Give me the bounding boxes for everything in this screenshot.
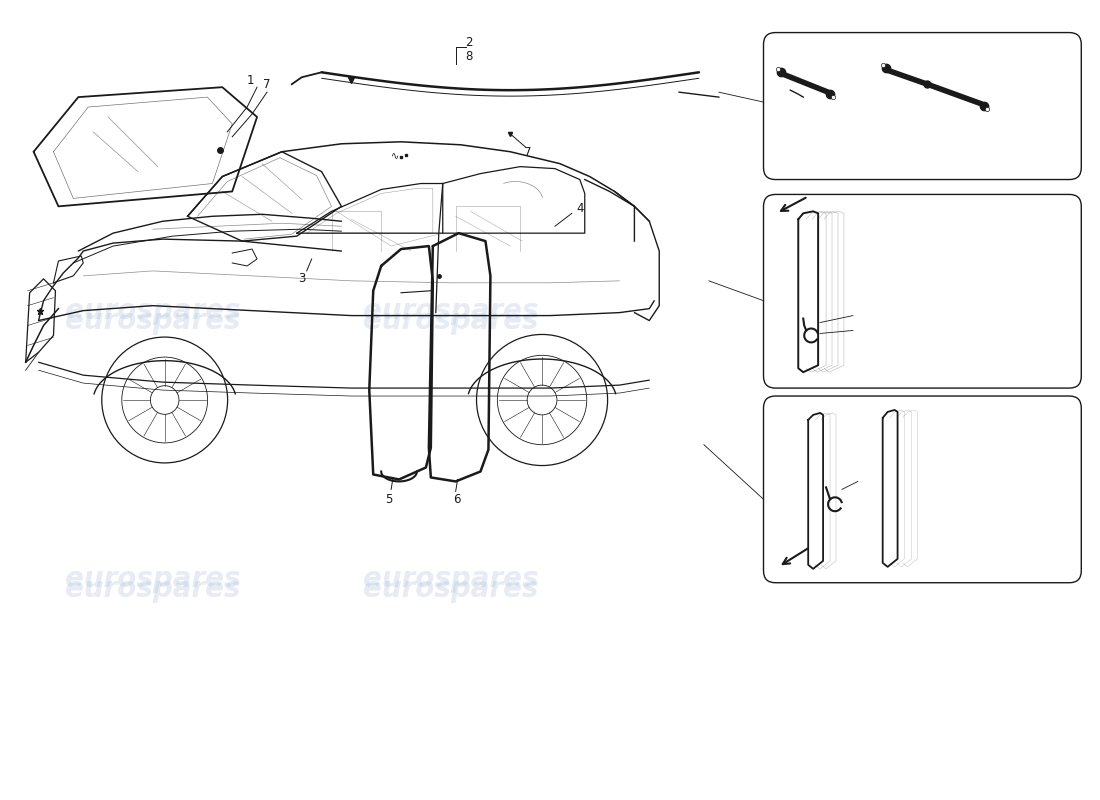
Text: eurospares: eurospares — [363, 306, 538, 334]
Text: 14: 14 — [840, 465, 856, 478]
Text: eurospares: eurospares — [363, 565, 538, 593]
Text: 2: 2 — [465, 36, 472, 49]
FancyBboxPatch shape — [763, 396, 1081, 582]
Text: eurospares: eurospares — [65, 297, 241, 325]
Text: 5: 5 — [385, 493, 393, 506]
Text: 11: 11 — [932, 114, 947, 126]
Text: 8: 8 — [465, 50, 472, 63]
Text: 13: 13 — [856, 324, 870, 337]
Text: eurospares: eurospares — [65, 565, 241, 593]
Text: eurospares: eurospares — [363, 297, 538, 325]
Text: 7: 7 — [525, 146, 532, 159]
Text: 12: 12 — [799, 103, 814, 117]
Text: 6: 6 — [453, 493, 461, 506]
Text: eurospares: eurospares — [65, 306, 241, 334]
Text: ∿: ∿ — [392, 152, 399, 162]
Text: 4: 4 — [576, 202, 583, 215]
Text: 9: 9 — [859, 309, 867, 322]
Text: 7: 7 — [263, 78, 271, 90]
FancyBboxPatch shape — [763, 194, 1081, 388]
Text: eurospares: eurospares — [363, 574, 538, 602]
Text: eurospares: eurospares — [65, 574, 241, 602]
Text: 10: 10 — [900, 465, 915, 478]
FancyBboxPatch shape — [763, 33, 1081, 179]
Text: 3: 3 — [298, 272, 306, 286]
Text: 1: 1 — [246, 74, 254, 86]
